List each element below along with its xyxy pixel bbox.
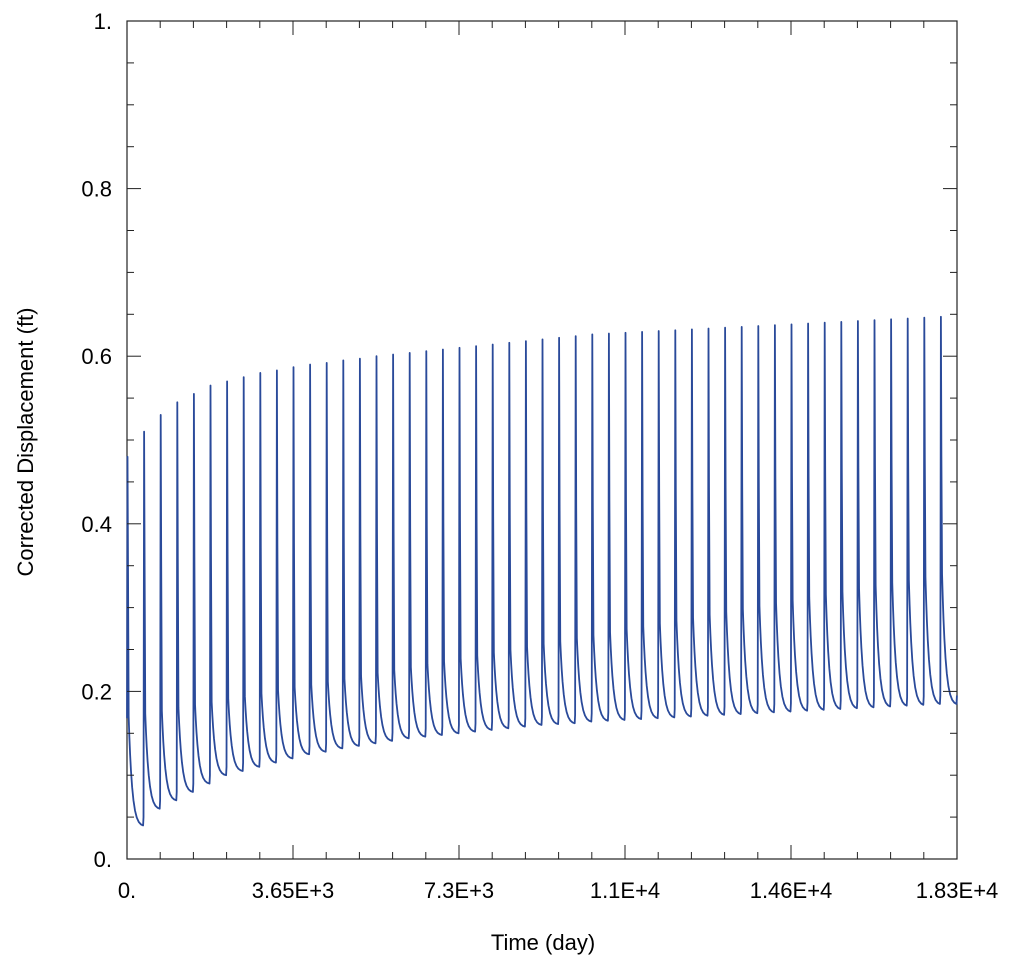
series-group xyxy=(126,315,958,827)
y-tick-label: 0.4 xyxy=(81,512,112,537)
y-axis-title: Corrected Displacement (ft) xyxy=(13,308,38,577)
x-tick-label: 1.1E+4 xyxy=(590,878,660,903)
y-tick-label: 1. xyxy=(94,9,112,34)
x-tick-label: 0. xyxy=(118,878,136,903)
x-tick-label: 3.65E+3 xyxy=(252,878,335,903)
ticks-group xyxy=(126,20,958,860)
x-tick-label: 1.83E+4 xyxy=(916,878,999,903)
series-line xyxy=(126,315,958,827)
y-tick-label: 0.2 xyxy=(81,679,112,704)
labels-group: 0. 3.65E+3 7.3E+3 1.1E+4 1.46E+4 1.83E+4 0. 0.2… xyxy=(81,9,998,903)
x-tick-label: 1.46E+4 xyxy=(750,878,833,903)
y-tick-label: 0.6 xyxy=(81,344,112,369)
y-tick-label: 0. xyxy=(94,847,112,872)
x-tick-label: 7.3E+3 xyxy=(424,878,494,903)
x-axis-title: Time (day) xyxy=(491,930,595,955)
y-tick-label: 0.8 xyxy=(81,177,112,202)
